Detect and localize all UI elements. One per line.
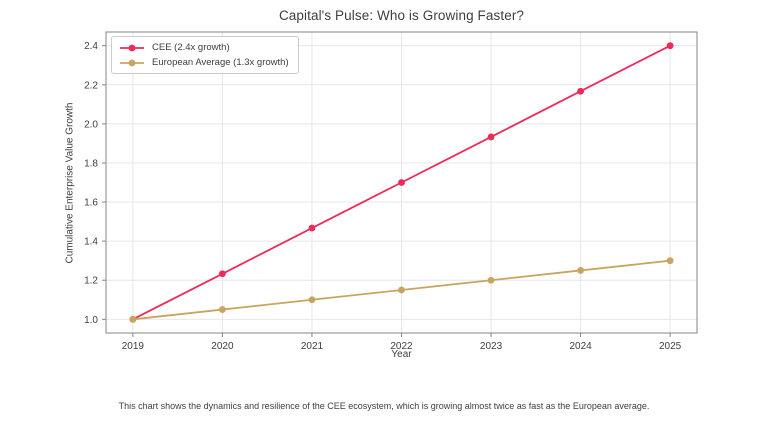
x-tick-label: 2019: [122, 341, 145, 352]
x-axis-label: Year: [391, 349, 412, 360]
data-point-series-1: [398, 286, 405, 294]
chart-caption: This chart shows the dynamics and resili…: [118, 401, 650, 411]
data-point-series-0: [308, 224, 316, 232]
y-tick-label: 1.0: [84, 315, 98, 326]
y-tick-label: 1.8: [84, 158, 98, 169]
x-tick-label: 2025: [659, 341, 682, 352]
y-tick-label: 2.2: [84, 80, 98, 91]
data-point-series-1: [129, 315, 137, 323]
data-point-series-1: [219, 306, 226, 313]
x-tick-label: 2021: [301, 341, 324, 352]
x-tick-label: 2024: [569, 341, 592, 352]
legend-swatch-european-average-icon: [120, 59, 144, 66]
legend-label-cee: CEE (2.4x growth): [152, 42, 230, 53]
x-tick-label: 2020: [211, 341, 234, 352]
x-tick-label: 2023: [480, 341, 503, 352]
data-point-series-0: [487, 133, 495, 141]
legend-item-european-average: European Average (1.3x growth): [119, 56, 289, 69]
y-tick-label: 2.0: [84, 119, 98, 130]
y-tick-label: 1.2: [84, 276, 98, 287]
y-tick-label: 1.4: [84, 237, 98, 248]
legend: CEE (2.4x growth) European Average (1.3x…: [111, 36, 299, 74]
chart-title: Capital's Pulse: Who is Growing Faster?: [278, 8, 525, 23]
data-point-series-1: [308, 296, 316, 304]
y-tick-label: 2.4: [84, 41, 98, 52]
data-point-series-1: [666, 257, 674, 265]
legend-swatch-cee-icon: [120, 44, 144, 51]
y-tick-label: 1.6: [84, 198, 98, 209]
data-point-series-0: [666, 42, 674, 50]
data-point-series-0: [577, 87, 584, 95]
x-tick-label: 2022: [390, 341, 413, 352]
data-point-series-0: [398, 179, 405, 186]
legend-item-cee: CEE (2.4x growth): [119, 41, 289, 54]
data-point-series-0: [219, 270, 226, 278]
data-point-series-1: [487, 276, 495, 284]
data-point-series-1: [577, 267, 584, 274]
legend-label-european-average: European Average (1.3x growth): [152, 57, 289, 68]
